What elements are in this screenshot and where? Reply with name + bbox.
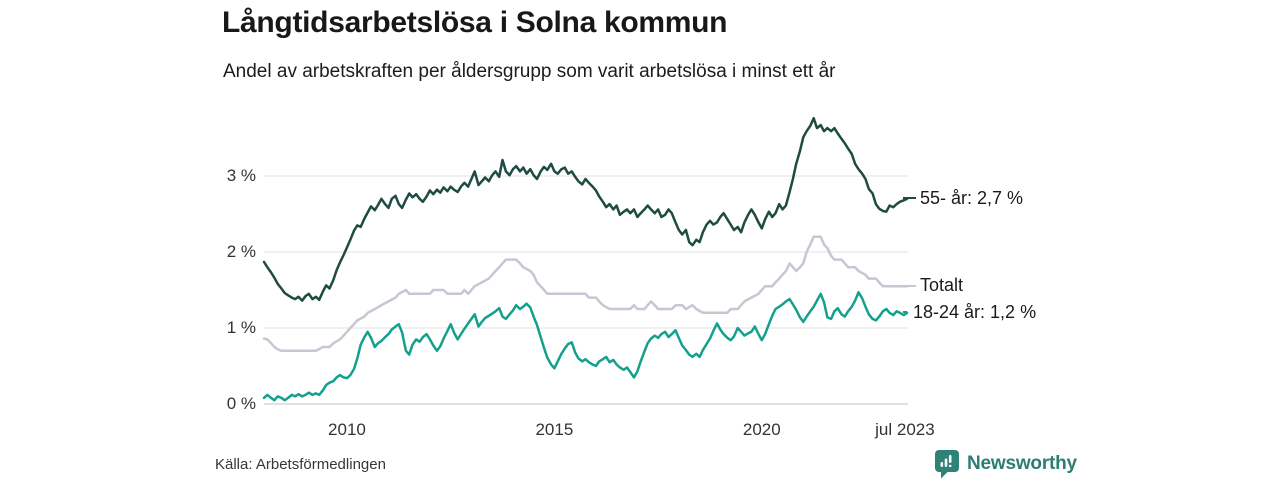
y-tick-label: 2 % [226, 242, 256, 261]
source-note: Källa: Arbetsförmedlingen [215, 456, 386, 473]
series-connector-dash-icon [903, 284, 916, 287]
brand-name: Newsworthy [967, 453, 1077, 474]
series-connector-dash-icon [903, 311, 907, 314]
series-end-label-text: 55- år: 2,7 % [920, 187, 1024, 208]
y-tick-label: 0 % [226, 394, 256, 413]
y-tick-label: 1 % [226, 318, 256, 337]
series-line-Totalt [262, 235, 909, 353]
x-tick-label: jul 2023 [875, 420, 935, 439]
series-label-18-24-r: 18-24 år: 1,2 % [903, 302, 1036, 323]
chart-title: Långtidsarbetslösa i Solna kommun [222, 6, 728, 39]
series-connector-dash-icon [903, 197, 916, 200]
chart-subtitle: Andel av arbetskraften per åldersgrupp s… [223, 61, 836, 82]
series-line-18-24-r [262, 291, 909, 402]
brand-logo: Newsworthy [934, 449, 1077, 479]
series-line-55-r [262, 116, 909, 302]
y-tick-label: 3 % [226, 166, 256, 185]
series-label-55-r: 55- år: 2,7 % [903, 188, 1023, 209]
series-end-label-text: 18-24 år: 1,2 % [913, 301, 1037, 322]
x-tick-label: 2010 [328, 420, 366, 439]
series-label-Totalt: Totalt [903, 275, 963, 296]
newsworthy-logo-icon [935, 450, 959, 479]
series-end-label-text: Totalt [920, 275, 964, 296]
x-tick-label: 2015 [535, 420, 574, 439]
x-tick-label: 2020 [742, 420, 781, 439]
